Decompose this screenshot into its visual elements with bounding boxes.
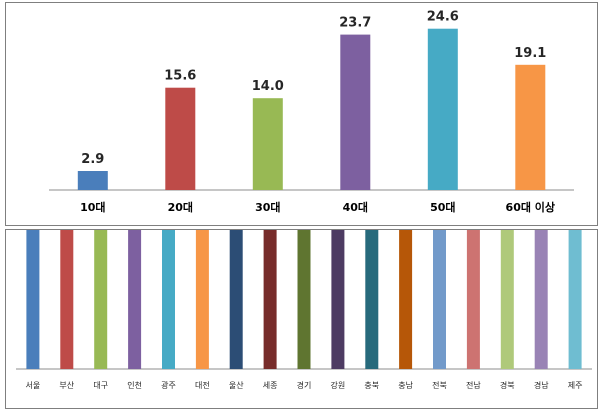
bar (365, 230, 379, 369)
bar-value-label: 2.9 (81, 152, 104, 167)
bar (340, 34, 371, 190)
bar (60, 230, 74, 369)
region-chart-panel: 87.6서울87.9부산90.2대구86.1인천90.1광주92.6대전89.1… (5, 229, 598, 409)
bar (229, 230, 243, 369)
category-label: 전남 (466, 380, 481, 390)
bar (297, 230, 311, 369)
bar-value-label: 24.6 (427, 10, 459, 25)
bar (427, 28, 458, 191)
bar (534, 230, 548, 369)
category-label: 경기 (297, 380, 312, 390)
category-label: 충남 (398, 381, 413, 390)
bar (399, 230, 413, 369)
category-label: 10대 (80, 200, 105, 214)
bar-value-label: 23.7 (339, 16, 371, 31)
category-label: 경남 (534, 380, 549, 390)
category-label: 강원 (331, 380, 346, 390)
bar (195, 230, 209, 369)
bar (94, 230, 108, 369)
bar (165, 87, 196, 190)
category-label: 대구 (93, 381, 108, 390)
category-label: 대전 (195, 380, 210, 390)
category-label: 서울 (26, 381, 41, 390)
bar (568, 230, 582, 369)
category-label: 전북 (432, 380, 447, 390)
bar (26, 230, 40, 369)
category-label: 20대 (168, 200, 193, 214)
bar-value-label: 15.6 (164, 69, 196, 84)
category-label: 광주 (161, 380, 176, 390)
region-bar-chart: 87.6서울87.9부산90.2대구86.1인천90.1광주92.6대전89.1… (16, 230, 592, 390)
category-label: 인천 (127, 380, 142, 390)
bar (433, 230, 446, 369)
bar (331, 230, 345, 369)
bar (128, 230, 142, 369)
category-label: 부산 (59, 380, 74, 390)
bar (77, 171, 108, 190)
bar-value-label: 14.0 (252, 79, 284, 94)
category-label: 울산 (229, 380, 244, 390)
category-label: 40대 (343, 200, 368, 214)
category-label: 30대 (255, 200, 280, 214)
category-label: 충북 (364, 381, 379, 390)
category-label: 제주 (568, 381, 583, 390)
bar (500, 230, 514, 369)
bar (466, 230, 480, 369)
bar (252, 98, 283, 190)
category-label: 50대 (430, 200, 455, 214)
age-group-bar-chart: 2.9 10대 15.6 20대 14.0 30대 23.7 40대 24.6 50대 19.1 60… (49, 10, 574, 214)
bar (162, 230, 175, 369)
category-label: 60대 이상 (506, 200, 556, 214)
bar (263, 230, 277, 369)
category-label: 경북 (500, 380, 515, 390)
age-group-chart-panel: 2.9 10대 15.6 20대 14.0 30대 23.7 40대 24.6 50대 19.1 60… (5, 2, 598, 226)
bar (515, 64, 546, 190)
bar-value-label: 19.1 (514, 46, 546, 61)
category-label: 세종 (263, 381, 278, 390)
